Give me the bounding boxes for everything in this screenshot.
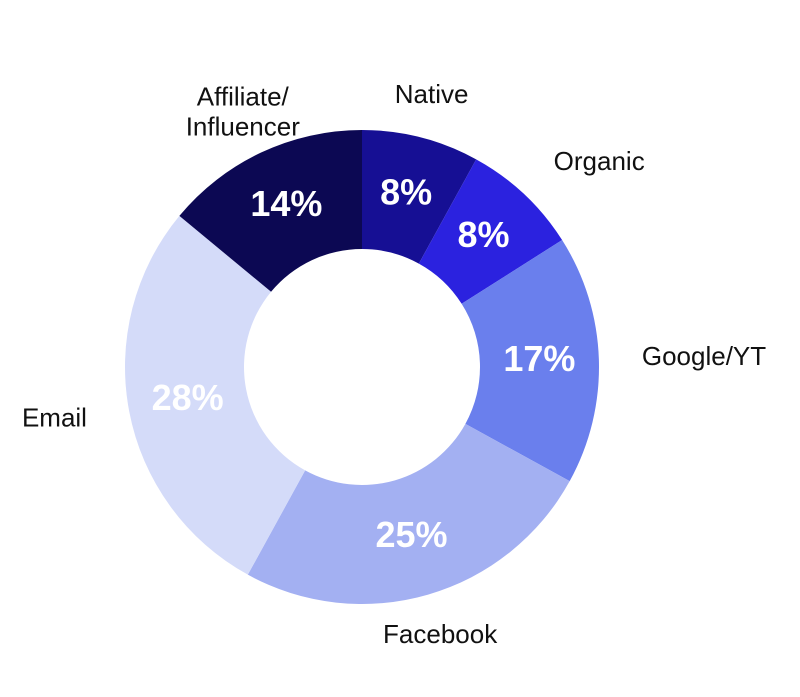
category-label: Organic bbox=[554, 146, 645, 176]
donut-segment bbox=[179, 130, 362, 292]
category-label-line: Native bbox=[395, 79, 469, 109]
category-label: Affiliate/Influencer bbox=[186, 82, 301, 142]
category-label-line: Affiliate/ bbox=[197, 82, 290, 112]
value-label: 28% bbox=[152, 377, 224, 418]
category-label-line: Organic bbox=[554, 146, 645, 176]
value-label: 14% bbox=[250, 183, 322, 224]
category-label-line: Google/YT bbox=[642, 341, 766, 371]
value-label: 8% bbox=[457, 214, 509, 255]
category-label-line: Email bbox=[22, 402, 87, 432]
category-label: Email bbox=[22, 402, 87, 432]
category-label: Google/YT bbox=[642, 341, 766, 371]
value-label: 17% bbox=[503, 338, 575, 379]
category-label: Native bbox=[395, 79, 469, 109]
donut-segment bbox=[247, 423, 570, 604]
category-label: Facebook bbox=[383, 619, 498, 649]
donut-segment bbox=[461, 240, 599, 482]
value-label: 8% bbox=[380, 172, 432, 213]
donut-segment bbox=[418, 159, 563, 304]
category-label-line: Facebook bbox=[383, 619, 498, 649]
value-label: 25% bbox=[375, 514, 447, 555]
category-label-line: Influencer bbox=[186, 112, 301, 142]
donut-segment bbox=[125, 215, 306, 575]
donut-segment bbox=[362, 130, 477, 264]
